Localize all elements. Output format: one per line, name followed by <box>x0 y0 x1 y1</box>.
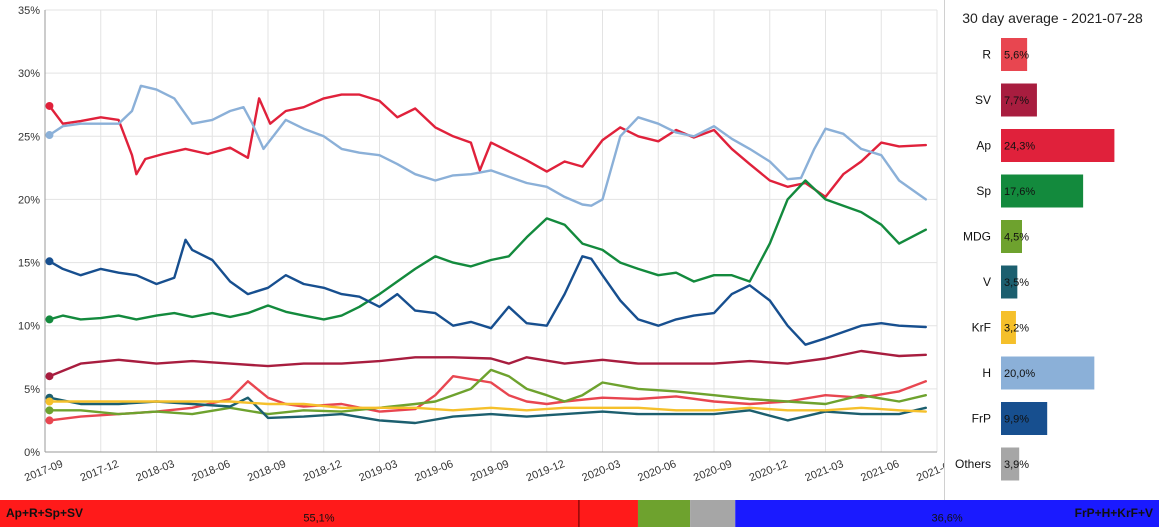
series-start-dot-r <box>45 416 54 425</box>
series-start-dot-mdg <box>45 406 54 415</box>
average-bar <box>1001 402 1048 435</box>
average-bar-row: H 20,0% <box>982 356 1095 390</box>
average-panel: 30 day average - 2021-07-28 R 5,6% SV 7,7% A… <box>944 0 1159 500</box>
y-tick-label: 35% <box>18 5 40 17</box>
right-bloc-label: FrP+H+KrF+V <box>1075 506 1153 520</box>
average-bar-row: SV 7,7% <box>975 83 1037 117</box>
series-start-dots <box>45 101 54 425</box>
y-tick-label: 5% <box>24 384 40 396</box>
average-bar <box>1001 83 1037 117</box>
average-bar-category: Others <box>955 457 991 471</box>
bloc-segment-mdg <box>637 500 691 527</box>
grid-lines <box>44 9 938 453</box>
average-bar-value: 24,3% <box>1004 141 1035 153</box>
average-bar-value: 3,2% <box>1004 323 1029 335</box>
plot-area <box>0 0 944 500</box>
bloc-segment-frp-h-krf-v <box>735 500 1159 527</box>
average-bar-category: SV <box>975 93 991 107</box>
average-bar-value: 5,6% <box>1004 50 1029 62</box>
y-tick-label: 15% <box>18 258 40 270</box>
average-bar-category: R <box>982 48 991 62</box>
average-bar-value: 3,9% <box>1004 459 1029 471</box>
y-tick-label: 10% <box>18 321 40 333</box>
average-bar <box>1001 447 1020 481</box>
average-bar-chart: R 5,6% SV 7,7% Ap 24,3% Sp 17,6% MDG 4,5% V 3,5% KrF… <box>955 38 1115 481</box>
bloc-summary-bar: 55,1% 36,6% Ap+R+Sp+SV FrP+H+KrF+V <box>0 500 1159 527</box>
average-bar <box>1001 174 1084 208</box>
bloc-segment-value: 55,1% <box>303 513 334 525</box>
average-bar-value: 4,5% <box>1004 232 1029 244</box>
average-bar-row: Ap 24,3% <box>976 129 1115 162</box>
average-bar-row: V 3,5% <box>983 265 1029 299</box>
average-bar-category: V <box>983 275 991 289</box>
series-line-krf <box>48 400 927 413</box>
average-bar-row: FrP 9,9% <box>972 402 1048 435</box>
average-bar <box>1001 220 1022 253</box>
average-bar-category: Ap <box>976 139 991 153</box>
left-bloc-label: Ap+R+Sp+SV <box>6 506 83 520</box>
y-tick-label: 20% <box>18 194 40 206</box>
bloc-segment-value: 36,6% <box>932 513 963 525</box>
average-bar-value: 3,5% <box>1004 277 1029 289</box>
average-bar <box>1001 129 1115 162</box>
average-bar-category: Sp <box>976 184 991 198</box>
series-line-v <box>48 396 927 425</box>
average-bar-value: 20,0% <box>1004 368 1035 380</box>
average-bar-row: Sp 17,6% <box>976 174 1084 208</box>
y-tick-label: 30% <box>18 68 40 80</box>
average-bar-category: H <box>982 366 991 380</box>
average-bar-row: MDG 4,5% <box>963 220 1029 253</box>
series-line-h <box>48 84 927 207</box>
series-line-mdg <box>48 368 927 416</box>
average-bar-value: 7,7% <box>1004 95 1029 107</box>
average-bar <box>1001 38 1028 71</box>
series-start-dot-sv <box>45 372 54 381</box>
series-line-sv <box>48 349 927 378</box>
series-line-frp <box>48 238 927 346</box>
average-bar-category: KrF <box>972 321 991 335</box>
series-lines <box>48 84 927 425</box>
y-tick-label: 0% <box>24 447 40 459</box>
average-bar-row: R 5,6% <box>982 38 1029 71</box>
average-panel-title: 30 day average - 2021-07-28 <box>962 10 1143 26</box>
series-start-dot-krf <box>45 397 54 406</box>
average-bar-category: MDG <box>963 230 991 244</box>
average-bar-row: Others 3,9% <box>955 447 1029 481</box>
series-start-dot-h <box>45 131 54 140</box>
main-line-chart: 0%5%10%15%20%25%30%35%2017-09 2017-12 2018… <box>0 0 944 500</box>
series-start-dot-ap <box>45 101 54 110</box>
average-bar <box>1001 265 1018 299</box>
average-bar <box>1001 311 1016 344</box>
y-tick-label: 25% <box>18 131 40 143</box>
average-bar-category: FrP <box>972 412 991 426</box>
bloc-segment-ap-r-sp-sv <box>0 500 638 527</box>
average-bar <box>1001 356 1095 390</box>
average-bar-value: 17,6% <box>1004 186 1035 198</box>
series-line-sp <box>48 179 927 321</box>
average-bar-value: 9,9% <box>1004 414 1029 426</box>
series-start-dot-sp <box>45 315 54 324</box>
series-start-dot-frp <box>45 257 54 266</box>
bloc-segment-others <box>690 500 736 527</box>
average-bar-row: KrF 3,2% <box>972 311 1029 344</box>
series-line-ap <box>48 93 927 199</box>
